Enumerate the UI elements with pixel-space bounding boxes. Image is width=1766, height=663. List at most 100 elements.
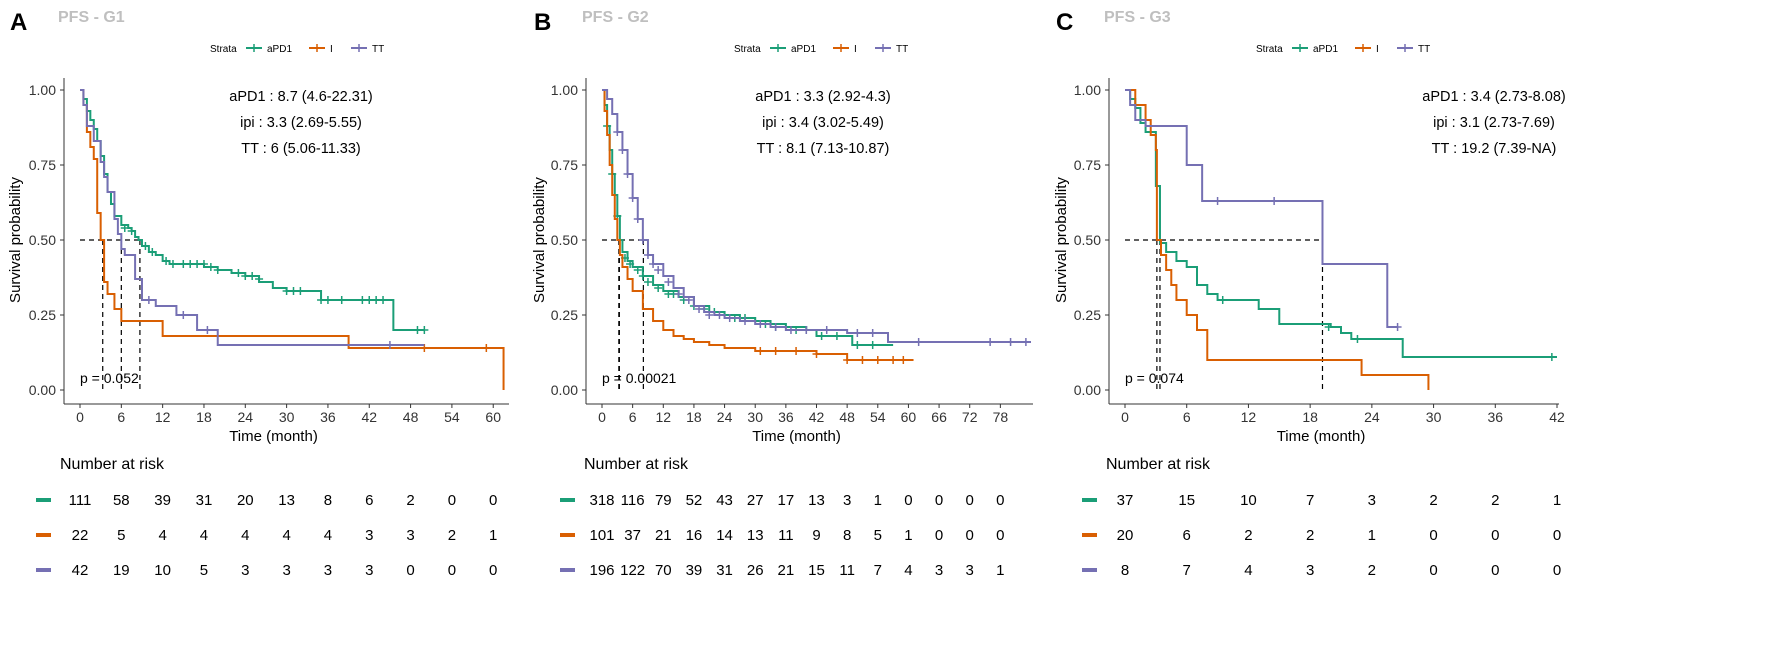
x-tick-label: 48 bbox=[839, 409, 855, 425]
risk-value: 79 bbox=[655, 492, 672, 509]
censor-mark-apd1 bbox=[199, 260, 208, 268]
risk-value: 0 bbox=[1491, 527, 1499, 544]
x-tick-label: 36 bbox=[778, 409, 794, 425]
censor-mark-i bbox=[756, 347, 765, 355]
censor-mark-apd1 bbox=[168, 260, 177, 268]
risk-value: 10 bbox=[1240, 492, 1257, 509]
risk-value: 8 bbox=[843, 527, 851, 544]
x-tick-label: 12 bbox=[655, 409, 671, 425]
censor-mark-apd1 bbox=[1218, 296, 1227, 304]
censor-mark-tt bbox=[179, 311, 188, 319]
censor-mark-apd1 bbox=[1324, 323, 1333, 331]
panel-title: PFS - G2 bbox=[582, 9, 649, 26]
risk-value: 19 bbox=[113, 562, 130, 579]
risk-value: 2 bbox=[406, 492, 414, 509]
panel-letter: A bbox=[10, 9, 27, 36]
x-tick-label: 30 bbox=[1426, 409, 1442, 425]
risk-value: 3 bbox=[282, 562, 290, 579]
censor-mark-tt bbox=[1006, 338, 1015, 346]
p-value: p = 0.074 bbox=[1125, 370, 1184, 386]
legend-label-i: I bbox=[330, 44, 333, 55]
censor-mark-apd1 bbox=[853, 341, 862, 349]
risk-value: 43 bbox=[716, 492, 733, 509]
x-tick-label: 24 bbox=[238, 409, 254, 425]
risk-value: 3 bbox=[365, 562, 373, 579]
censor-mark-apd1 bbox=[654, 284, 663, 292]
risk-value: 0 bbox=[448, 562, 456, 579]
curve-i bbox=[1125, 89, 1430, 390]
censor-mark-i bbox=[843, 356, 852, 364]
risk-value: 318 bbox=[589, 492, 614, 509]
censor-mark-apd1 bbox=[365, 296, 374, 304]
x-tick-label: 60 bbox=[485, 409, 501, 425]
y-tick-label: 0.50 bbox=[1074, 232, 1101, 248]
y-tick-label: 0.25 bbox=[1074, 307, 1101, 323]
risk-value: 3 bbox=[843, 492, 851, 509]
censor-mark-tt bbox=[705, 311, 714, 319]
x-tick-label: 24 bbox=[717, 409, 733, 425]
risk-value: 0 bbox=[935, 527, 943, 544]
censor-mark-tt bbox=[868, 329, 877, 337]
curve-i bbox=[602, 89, 914, 361]
risk-value: 70 bbox=[655, 562, 672, 579]
y-tick-label: 0.50 bbox=[551, 232, 578, 248]
risk-value: 9 bbox=[812, 527, 820, 544]
curve-i bbox=[80, 89, 505, 390]
panel-b: B PFS - G2 Strata aPD1 I TT 0.00 0.25 0.50 0.75 1.… bbox=[531, 9, 1033, 579]
censor-mark-apd1 bbox=[337, 296, 346, 304]
median-annotation: aPD1 : 3.4 (2.73-8.08) bbox=[1422, 89, 1565, 105]
risk-value: 39 bbox=[686, 562, 703, 579]
x-tick-label: 6 bbox=[629, 409, 637, 425]
x-tick-label: 18 bbox=[1302, 409, 1318, 425]
censor-mark-apd1 bbox=[868, 341, 877, 349]
censor-mark-i bbox=[771, 347, 780, 355]
panel-letter: C bbox=[1056, 9, 1073, 36]
censor-mark-apd1 bbox=[213, 266, 222, 274]
x-tick-label: 54 bbox=[444, 409, 460, 425]
risk-value: 7 bbox=[1183, 562, 1191, 579]
risk-value: 0 bbox=[935, 492, 943, 509]
x-tick-label: 36 bbox=[1487, 409, 1503, 425]
risk-value: 0 bbox=[406, 562, 414, 579]
risk-value: 22 bbox=[72, 527, 89, 544]
risk-value: 0 bbox=[966, 527, 974, 544]
censor-mark-tt bbox=[1021, 338, 1030, 346]
panel-c: C PFS - G3 Strata aPD1 I TT 0.00 0.25 0.50 0.75 1.… bbox=[1053, 9, 1566, 579]
x-tick-label: 0 bbox=[1121, 409, 1129, 425]
risk-value: 0 bbox=[489, 562, 497, 579]
risk-value: 13 bbox=[808, 492, 825, 509]
x-tick-label: 42 bbox=[361, 409, 377, 425]
risk-value: 1 bbox=[1368, 527, 1376, 544]
median-annotation: ipi : 3.3 (2.69-5.55) bbox=[240, 115, 362, 131]
censor-mark-apd1 bbox=[248, 272, 257, 280]
risk-value: 0 bbox=[996, 527, 1004, 544]
legend-title: Strata bbox=[734, 44, 761, 55]
censor-mark-apd1 bbox=[372, 296, 381, 304]
risk-value: 27 bbox=[747, 492, 764, 509]
x-tick-label: 30 bbox=[747, 409, 763, 425]
risk-value: 0 bbox=[1429, 527, 1437, 544]
risk-value: 31 bbox=[716, 562, 733, 579]
censor-mark-tt bbox=[756, 320, 765, 328]
censor-mark-apd1 bbox=[234, 269, 243, 277]
risk-table-title: Number at risk bbox=[584, 456, 689, 473]
median-annotation: ipi : 3.1 (2.73-7.69) bbox=[1433, 115, 1555, 131]
y-axis-label: Survival probability bbox=[7, 177, 24, 303]
risk-value: 0 bbox=[489, 492, 497, 509]
y-tick-label: 0.25 bbox=[551, 307, 578, 323]
risk-value: 4 bbox=[282, 527, 290, 544]
x-tick-label: 0 bbox=[598, 409, 606, 425]
risk-value: 11 bbox=[839, 562, 855, 579]
risk-value: 14 bbox=[716, 527, 733, 544]
risk-value: 8 bbox=[1121, 562, 1129, 579]
censor-mark-apd1 bbox=[255, 275, 264, 283]
curve-tt bbox=[1125, 89, 1398, 328]
x-axis-label: Time (month) bbox=[229, 428, 318, 445]
risk-value: 4 bbox=[241, 527, 249, 544]
risk-value: 1 bbox=[904, 527, 912, 544]
risk-value: 5 bbox=[117, 527, 125, 544]
p-value: p = 0.00021 bbox=[602, 370, 677, 386]
risk-value: 0 bbox=[1429, 562, 1437, 579]
risk-value: 0 bbox=[1491, 562, 1499, 579]
censor-mark-tt bbox=[638, 236, 647, 244]
